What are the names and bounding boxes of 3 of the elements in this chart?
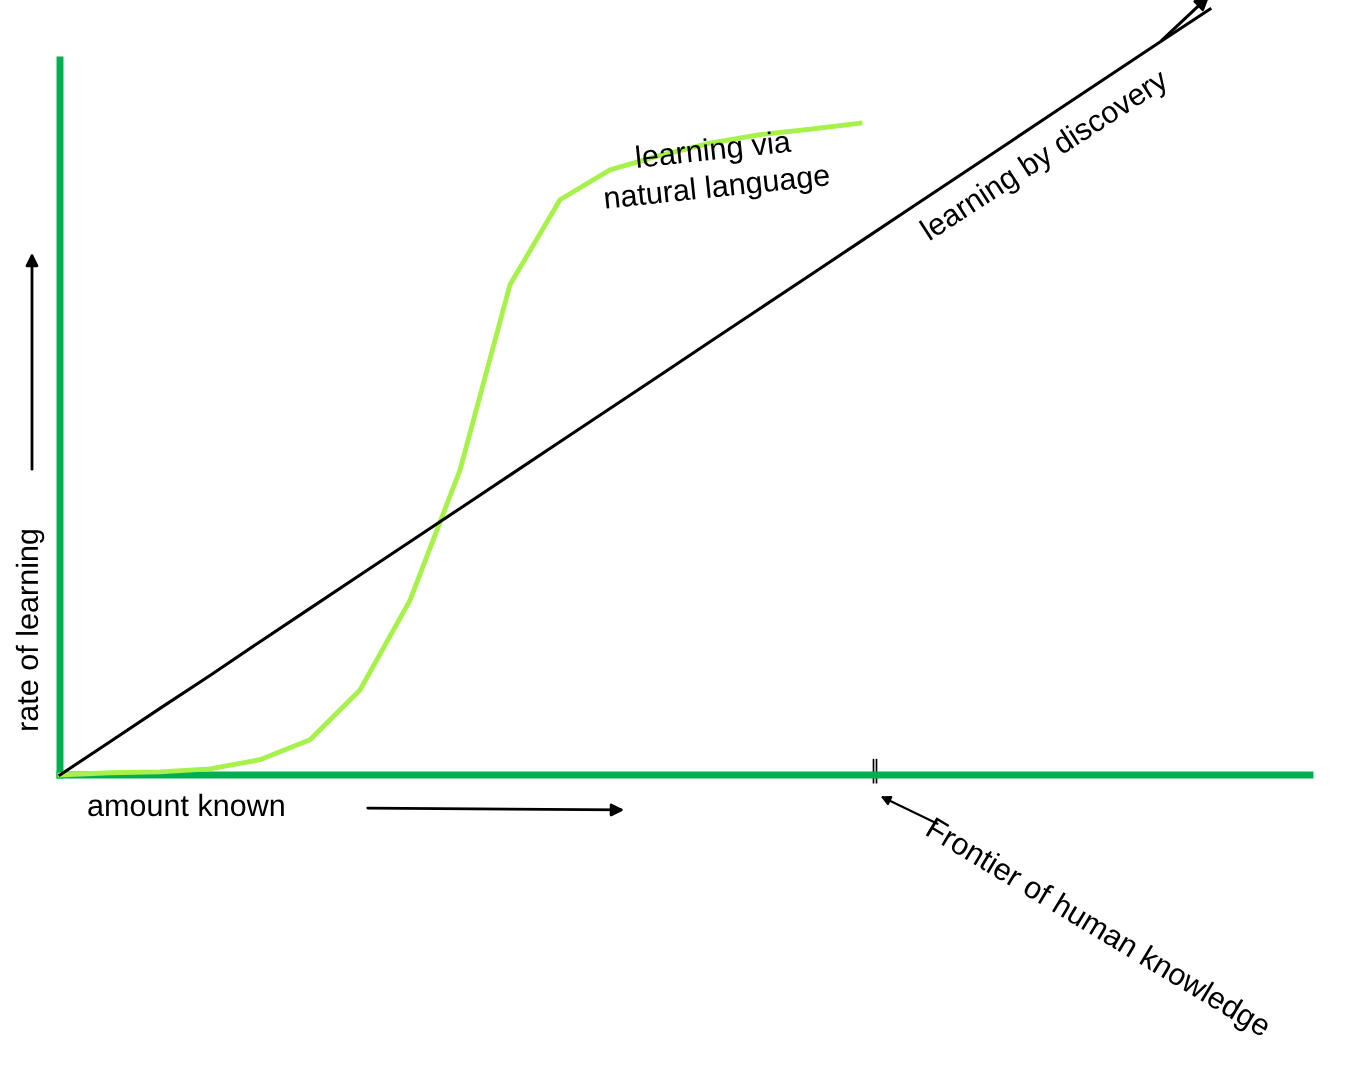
text: learning via natural language — [604, 129, 831, 215]
x-axis-title: amount known — [88, 793, 284, 817]
y-axis-title: rate of learning — [15, 530, 45, 730]
